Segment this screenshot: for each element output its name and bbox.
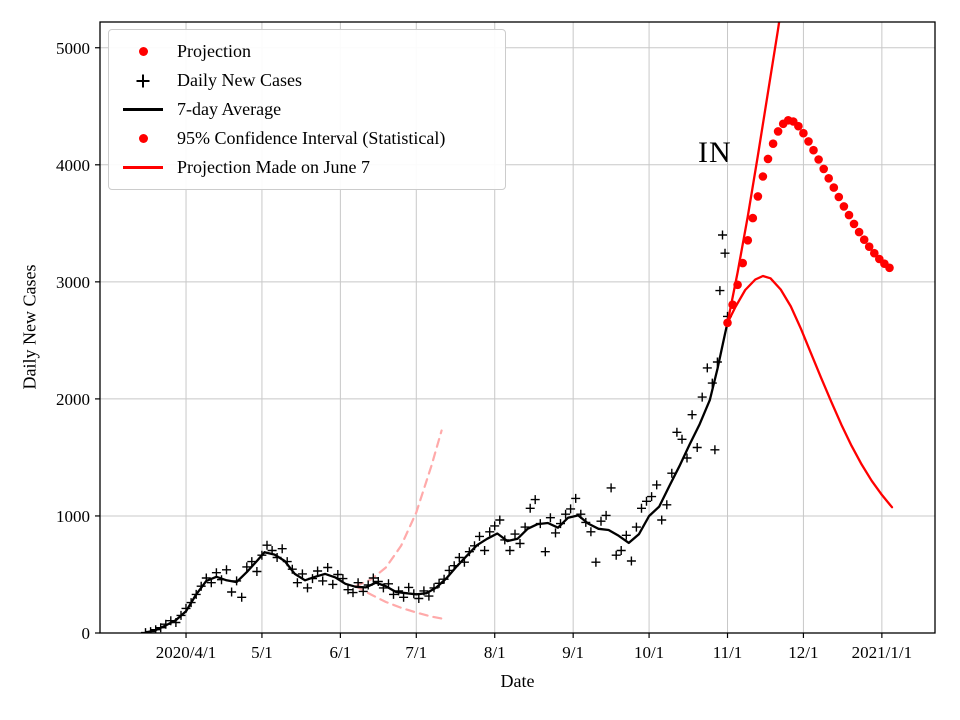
y-axis-label: Daily New Cases <box>19 264 40 390</box>
legend-item-label: Projection <box>177 41 251 61</box>
plus-marker-icon <box>119 71 167 91</box>
svg-text:12/1: 12/1 <box>788 643 818 662</box>
svg-text:8/1: 8/1 <box>484 643 506 662</box>
legend-item-label: Daily New Cases <box>177 70 302 90</box>
x-axis-label: Date <box>500 671 535 691</box>
line-marker-icon <box>119 100 167 120</box>
svg-text:6/1: 6/1 <box>330 643 352 662</box>
svg-text:7/1: 7/1 <box>405 643 427 662</box>
chart-legend: Projection Daily New Cases 7-day Average 95… <box>108 29 506 190</box>
state-annotation: IN <box>698 136 732 170</box>
dot-marker-icon <box>119 42 167 62</box>
svg-text:3000: 3000 <box>56 273 90 292</box>
svg-text:2020/4/1: 2020/4/1 <box>156 643 216 662</box>
series-june7-projection-lower <box>354 585 446 621</box>
y-tick-labels: 0 1000 2000 3000 4000 5000 <box>56 39 90 643</box>
legend-item: 7-day Average <box>119 95 495 124</box>
svg-text:9/1: 9/1 <box>562 643 584 662</box>
axis-ticks <box>95 47 883 638</box>
x-tick-labels: 2020/4/1 5/1 6/1 7/1 8/1 9/1 10/1 11/1 12/1 2021/… <box>156 643 912 662</box>
legend-item: Daily New Cases <box>119 66 495 95</box>
svg-text:10/1: 10/1 <box>634 643 664 662</box>
plot-border <box>99 21 936 634</box>
line-marker-icon <box>119 158 167 178</box>
dot-marker-icon <box>119 129 167 149</box>
svg-text:2000: 2000 <box>56 390 90 409</box>
legend-item-label: Projection Made on June 7 <box>177 157 370 177</box>
legend-item: 95% Confidence Interval (Statistical) <box>119 124 495 153</box>
series-seven-day-average <box>144 321 729 633</box>
series-ci-upper <box>726 22 781 324</box>
svg-text:2021/1/1: 2021/1/1 <box>852 643 912 662</box>
series-daily-new-cases <box>141 230 732 633</box>
svg-text:5/1: 5/1 <box>251 643 273 662</box>
series-ci-lower <box>726 274 894 509</box>
svg-text:0: 0 <box>82 624 91 643</box>
legend-item-label: 7-day Average <box>177 99 282 119</box>
series-june7-projection-upper <box>354 429 443 588</box>
series-projection <box>723 116 894 328</box>
svg-text:1000: 1000 <box>56 507 90 526</box>
svg-text:11/1: 11/1 <box>713 643 743 662</box>
legend-item-label: 95% Confidence Interval (Statistical) <box>177 128 446 148</box>
svg-text:5000: 5000 <box>56 39 90 58</box>
legend-item: Projection <box>119 37 495 66</box>
svg-text:4000: 4000 <box>56 156 90 175</box>
legend-item: Projection Made on June 7 <box>119 153 495 182</box>
